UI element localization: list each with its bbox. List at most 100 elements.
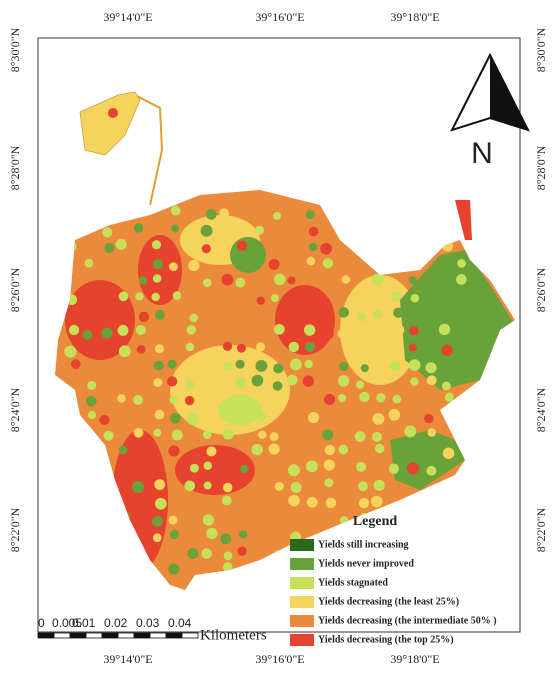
dot (150, 463, 161, 473)
dot (115, 238, 127, 250)
dot (308, 412, 320, 424)
dot (118, 345, 131, 358)
dot (151, 292, 160, 302)
scale-tick: 0.005 (52, 616, 82, 630)
dot (133, 427, 144, 438)
dot (169, 529, 179, 540)
dot (360, 364, 369, 373)
dot (118, 445, 128, 455)
dot (236, 240, 248, 251)
patch (138, 235, 182, 305)
dot (138, 311, 150, 323)
dot (170, 205, 181, 216)
dot (393, 307, 404, 318)
dot (324, 444, 336, 456)
dot (341, 275, 351, 284)
dot (236, 343, 246, 353)
dot (441, 381, 451, 391)
dot (202, 430, 212, 439)
dot (371, 273, 384, 286)
scale-segment (85, 632, 103, 639)
dot (255, 225, 265, 235)
scale-segment (117, 632, 135, 639)
scale-segment (53, 632, 71, 639)
left-label: 8°22'0"N (8, 507, 22, 552)
dot (410, 377, 419, 386)
dot (168, 515, 178, 525)
dot (152, 259, 164, 270)
se-green (390, 430, 465, 490)
dot (306, 256, 316, 266)
dot (320, 242, 332, 255)
dot (303, 324, 316, 336)
dot (154, 409, 165, 420)
dot (185, 342, 195, 352)
dot (104, 242, 115, 253)
dot (273, 211, 282, 220)
bottom-label: 39°16'0"E (255, 652, 304, 666)
dot (84, 258, 94, 268)
dot (370, 495, 383, 508)
dot (238, 530, 248, 539)
dot (167, 359, 177, 369)
dot (251, 374, 264, 387)
dot (151, 240, 162, 250)
dot (322, 429, 334, 441)
dot (87, 410, 97, 420)
dot (203, 278, 212, 288)
dot (186, 413, 199, 425)
dot (272, 381, 283, 391)
dot (408, 325, 419, 336)
top-label: 39°16'0"E (255, 10, 304, 24)
scale-tick: 0.03 (136, 616, 160, 630)
dot (372, 412, 385, 425)
left-label: 8°28'0"N (8, 145, 22, 190)
dot (338, 444, 349, 455)
dot (152, 533, 162, 543)
dot (268, 258, 280, 271)
dot (324, 478, 334, 488)
dot (304, 359, 313, 369)
dot (438, 323, 451, 336)
dot (167, 376, 178, 387)
right-label: 8°28'0"N (534, 145, 548, 190)
legend-label: Yields still increasing (318, 539, 409, 550)
dot (202, 514, 215, 526)
dot (302, 375, 315, 387)
dot (460, 313, 469, 322)
dot (358, 497, 370, 509)
left-label: 8°24'0"N (8, 387, 22, 432)
dot (103, 430, 114, 441)
dot (388, 463, 400, 474)
dot (200, 224, 213, 237)
east-green (400, 250, 515, 390)
dot (287, 276, 296, 285)
legend-label: Yields stagnated (318, 577, 388, 588)
bottom-label: 39°14'0"E (103, 652, 152, 666)
dot (456, 274, 467, 285)
right-label: 8°30'0"N (534, 27, 548, 72)
dot (393, 324, 405, 336)
dot (338, 361, 349, 372)
legend: Yields still increasing Yields never impr… (290, 539, 497, 646)
dot (404, 425, 417, 438)
dot (203, 461, 212, 470)
dot (270, 294, 279, 303)
dot (117, 393, 126, 403)
dot (171, 224, 180, 233)
dot (288, 341, 299, 353)
dot (441, 344, 453, 357)
legend-label: Yields decreasing (the intermediate 50% … (318, 615, 497, 626)
dot (325, 497, 337, 509)
dot (133, 395, 143, 405)
left-label: 8°30'0"N (8, 27, 22, 72)
patch (108, 108, 118, 118)
dot (132, 481, 145, 494)
dot (221, 495, 232, 506)
left-label: 8°26'0"N (8, 267, 22, 312)
dot (133, 223, 144, 233)
dot (223, 361, 233, 372)
dot (206, 527, 218, 540)
dot (273, 323, 285, 335)
